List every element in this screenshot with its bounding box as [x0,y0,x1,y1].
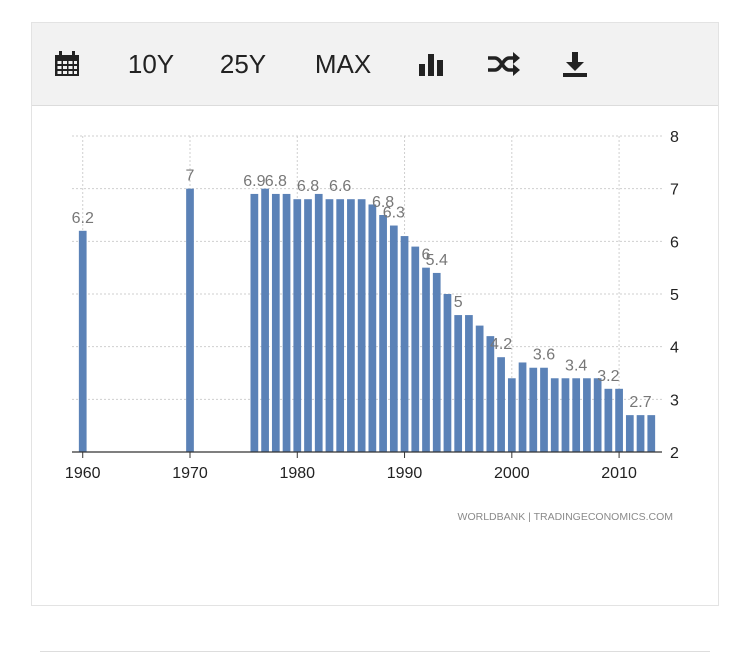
data-label-1992: 6 [422,247,431,264]
x-tick-label: 2010 [601,465,637,482]
bar-1981[interactable] [304,199,312,452]
data-label-1976: 6.9 [243,173,265,190]
range-10y-button[interactable]: 10Y [127,48,175,79]
bar-1985[interactable] [347,199,355,452]
y-tick-label: 2 [670,445,679,462]
bar-1988[interactable] [379,215,387,452]
source-credits[interactable]: WORLDBANK | TRADINGECONOMICS.COM [458,511,673,523]
bar-2008[interactable] [593,378,602,452]
bar-1983[interactable] [325,199,334,452]
data-label-1981: 6.8 [297,178,319,195]
x-tick-label: 2000 [494,465,530,482]
bar-1997[interactable] [475,325,484,452]
bar-2003[interactable] [540,367,548,452]
bar-1998[interactable] [486,336,495,452]
bar-1990[interactable] [400,236,409,452]
download-icon[interactable] [558,23,592,105]
data-label-1999: 4.2 [490,336,512,353]
bar-2004[interactable] [550,378,559,452]
bar-2012[interactable] [636,415,645,452]
bar-1984[interactable] [336,199,345,452]
data-label-1984: 6.6 [329,178,351,195]
data-label-2003: 3.6 [533,347,555,364]
bar-2000[interactable] [507,378,516,452]
bar-2013[interactable] [647,415,656,452]
data-label-2012: 2.7 [629,394,651,411]
y-tick-label: 4 [670,340,679,357]
bar-1970[interactable] [186,188,194,452]
data-label-1993: 5.4 [426,252,448,269]
bar-2011[interactable] [625,415,634,452]
bar-1987[interactable] [368,204,377,452]
data-labels: 6.27 6.9 6.8 6.8 6.66.86.365.454.23.63.43.22… [72,168,652,411]
shuffle-icon[interactable] [486,23,522,105]
bar-2006[interactable] [572,378,581,452]
bar-1996[interactable] [465,315,473,452]
bar-1991[interactable] [411,246,420,452]
bar-1978[interactable] [271,193,280,452]
bar-1986[interactable] [357,199,366,452]
x-axis: 1960 1970 1980 1990 2000 2010 [65,451,662,482]
y-axis: 2 3 4 5 6 7 8 [670,129,679,462]
bar-2009[interactable] [604,388,613,452]
data-label-1978: 6.8 [265,173,287,190]
bar-2002[interactable] [529,367,538,452]
y-tick-label: 6 [670,234,679,251]
divider [40,651,710,652]
y-tick-label: 5 [670,287,679,304]
bar-1982[interactable] [314,193,323,452]
bar-chart-icon[interactable] [414,23,448,105]
x-tick-label: 1970 [172,465,208,482]
data-label-1960: 6.2 [72,210,94,227]
bar-1977[interactable] [261,188,269,452]
bar-1993[interactable] [432,272,441,452]
data-label-1970: 7 [186,168,195,185]
chart-toolbar: 10Y 25Y MAX [32,23,718,106]
bar-1999[interactable] [497,357,505,452]
range-max-button[interactable]: MAX [314,48,372,79]
range-25y-button[interactable]: 25Y [219,48,267,79]
bar-2005[interactable] [561,378,570,452]
bar-1989[interactable] [389,225,398,452]
data-label-2006: 3.4 [565,357,587,374]
y-tick-label: 7 [670,182,679,199]
calendar-icon[interactable] [50,23,84,105]
chart-card: 10Y 25Y MAX [31,22,719,606]
bar-1995[interactable] [454,315,463,452]
x-tick-label: 1980 [279,465,315,482]
bar-2010[interactable] [615,388,623,452]
bar-2007[interactable] [583,378,591,452]
data-label-1988: 6.8 [372,194,394,211]
y-tick-label: 8 [670,129,679,146]
y-tick-label: 3 [670,392,679,409]
bar-1979[interactable] [282,193,291,452]
data-label-1995: 5 [454,294,463,311]
bar-series [78,188,656,452]
bar-1994[interactable] [443,294,452,452]
bar-1960[interactable] [78,230,87,452]
bar-1976[interactable] [250,193,259,452]
bar-1980[interactable] [293,199,302,452]
bar-1992[interactable] [422,267,430,452]
bar-2001[interactable] [518,362,527,452]
data-label-2009: 3.2 [597,368,619,385]
x-tick-label: 1990 [387,465,423,482]
x-tick-label: 1960 [65,465,101,482]
data-label-1989: 6.3 [383,205,405,222]
